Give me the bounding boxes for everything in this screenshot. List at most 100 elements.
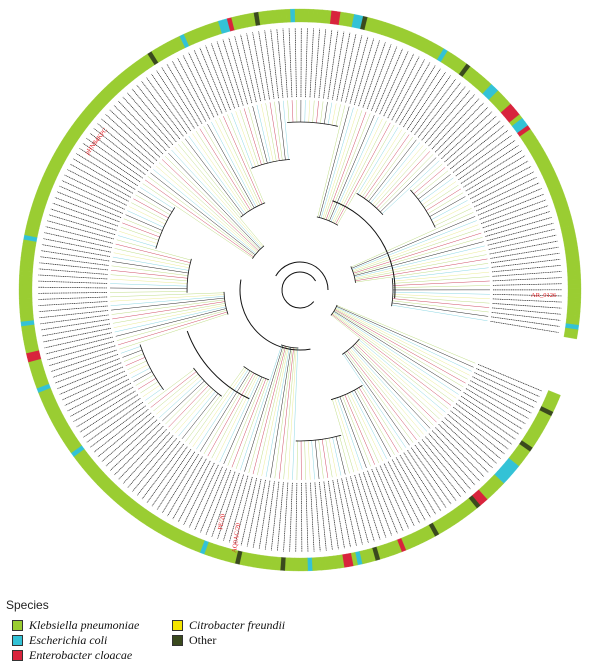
tree-branches: [110, 100, 491, 480]
tip-branch: [392, 267, 489, 280]
tip-branch: [368, 139, 417, 202]
tip-branch: [131, 202, 167, 222]
tip-label-mark: [327, 30, 339, 100]
tip-branch: [335, 436, 346, 475]
tip-branch: [113, 304, 226, 328]
tip-label-mark: [492, 283, 562, 286]
tip-label-mark: [228, 37, 248, 105]
tip-label-mark: [323, 481, 333, 551]
tip-branch: [174, 146, 263, 248]
tip-label-mark: [211, 471, 236, 537]
tip-label-mark: [438, 107, 489, 156]
tip-label-mark: [399, 454, 436, 515]
tip-branch: [164, 156, 260, 251]
tip-branch: [129, 364, 149, 374]
tip-branch: [131, 367, 151, 378]
tip-label-mark: [490, 320, 559, 333]
ring-segment: [302, 557, 308, 572]
tip-branch: [356, 388, 395, 455]
tip-label-mark: [371, 46, 398, 111]
tip-branch: [265, 103, 277, 162]
tip-label-mark: [486, 222, 554, 242]
tip-branch: [142, 384, 161, 397]
tip-label-mark: [474, 372, 537, 403]
tip-branch: [335, 307, 470, 376]
tip-branch: [327, 113, 371, 221]
tip-branch: [110, 296, 225, 306]
tip-label-mark: [234, 476, 253, 544]
tip-branch: [137, 190, 173, 213]
tip-label-mark: [122, 96, 170, 149]
tip-branch: [111, 270, 188, 279]
tip-branch: [119, 313, 228, 350]
tip-branch: [342, 395, 371, 467]
tip-branch: [347, 393, 379, 463]
tip-label-mark: [61, 180, 125, 210]
tip-branch: [292, 347, 298, 480]
tip-branch: [261, 103, 274, 162]
tip-branch: [320, 101, 324, 124]
tip-label-mark: [141, 443, 184, 500]
tip-branch: [319, 106, 350, 218]
tip-branch: [119, 231, 158, 244]
tip-label-mark: [240, 477, 258, 546]
tip-branch: [140, 381, 159, 394]
tip-branch: [168, 152, 261, 250]
tip-branch: [358, 339, 446, 413]
tip-label-mark: [340, 33, 357, 102]
tip-label-mark: [50, 208, 117, 231]
tip-branch: [378, 154, 434, 211]
tip-label-mark: [434, 102, 484, 153]
tip-branch: [334, 398, 359, 471]
legend-item-klebsiella: Klebsiella pneumoniae: [12, 618, 139, 632]
tip-branch: [278, 347, 294, 479]
tip-label-mark: [38, 274, 108, 280]
tip-branch: [351, 391, 387, 460]
tip-branch: [344, 394, 375, 465]
tip-branch: [392, 280, 490, 286]
tip-branch: [248, 107, 265, 164]
tip-branch: [159, 378, 203, 418]
tip-branch: [347, 350, 417, 441]
tip-label-mark: [252, 479, 266, 548]
tip-branch: [318, 439, 324, 479]
tip-branch: [336, 306, 474, 368]
tip-branch: [140, 187, 174, 210]
tip-label-mark: [194, 466, 223, 531]
tip-branch: [207, 123, 255, 209]
highlight-label-aq0ac20: AQ0AC/20: [231, 523, 242, 554]
tip-branch: [188, 135, 246, 214]
tip-branch: [336, 124, 395, 225]
tip-branch: [354, 390, 391, 458]
tip-label-mark: [82, 142, 141, 183]
tip-branch: [122, 349, 143, 358]
ring-segment: [567, 292, 582, 299]
tip-label-mark: [353, 38, 375, 105]
tip-label-mark: [470, 166, 532, 200]
tip-label-mark: [67, 378, 129, 412]
tip-label-mark: [490, 246, 559, 259]
tip-branch: [111, 299, 225, 315]
tip-label-mark: [151, 73, 191, 132]
tip-label-mark: [193, 50, 223, 114]
ring-segment: [567, 283, 582, 290]
tip-label-mark: [492, 265, 561, 273]
clade-arc: [155, 207, 176, 249]
tip-label-mark: [188, 464, 219, 528]
tip-label-mark: [70, 382, 132, 417]
legend-label-escherichia: Escherichia coli: [29, 632, 108, 647]
species-color-ring: [18, 8, 582, 572]
tip-label-mark: [367, 470, 393, 536]
tip-branch: [112, 301, 225, 320]
tip-label-mark: [468, 384, 529, 419]
tip-label-mark: [188, 52, 219, 116]
tip-branch: [274, 101, 283, 161]
tip-label-mark: [421, 86, 466, 141]
tip-label-mark: [52, 353, 119, 378]
tip-branch: [244, 345, 284, 472]
tip-label-mark: [485, 217, 552, 237]
tip-label-mark: [56, 191, 122, 218]
tip-label-mark: [332, 31, 345, 100]
legend-label-enterobacter: Enterobacter cloacae: [29, 647, 133, 662]
tip-branch: [116, 310, 227, 341]
